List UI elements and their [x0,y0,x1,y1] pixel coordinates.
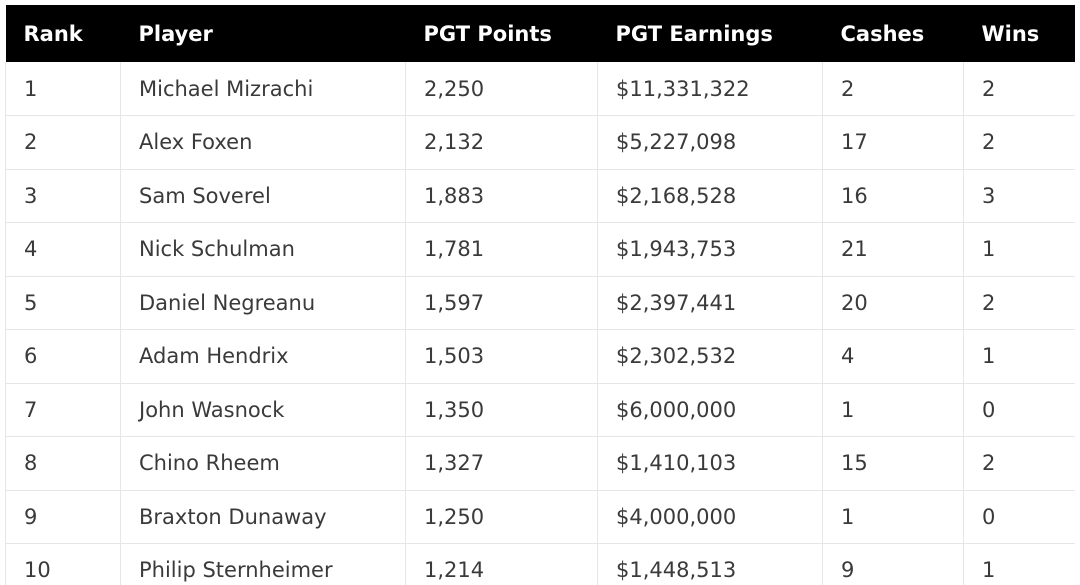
table-cell: 5 [5,276,121,330]
table-cell: 2,250 [405,62,598,116]
table-row: 6 Adam Hendrix 1,503 $2,302,532 4 1 [5,329,1075,384]
table-cell: 1 [822,383,964,437]
table-row: 2 Alex Foxen 2,132 $5,227,098 17 2 [5,115,1075,170]
table-cell: 4 [5,222,121,277]
table-cell: 9 [5,490,121,544]
table-cell: John Wasnock [120,383,406,437]
table-cell: 2 [963,115,1075,170]
table-cell: 20 [822,276,964,330]
table-cell: 1 [822,490,964,544]
table-cell: 2,132 [405,115,598,170]
table-cell: $1,410,103 [597,436,823,491]
table-cell: $5,227,098 [597,115,823,170]
table-cell: Michael Mizrachi [120,62,406,116]
table-cell: 2 [822,62,964,116]
table-row: 1 Michael Mizrachi 2,250 $11,331,322 2 2 [5,62,1075,116]
table-cell: 1 [963,222,1075,277]
table-cell: $1,943,753 [597,222,823,277]
table-cell: $11,331,322 [597,62,823,116]
table-cell: 2 [963,62,1075,116]
header-cell: PGT Points [405,5,598,62]
table-cell: 1 [963,329,1075,384]
table-cell: 10 [5,543,121,585]
table-cell: 15 [822,436,964,491]
header-cell: Wins [963,5,1075,62]
table-cell: 0 [963,383,1075,437]
table-row: 4 Nick Schulman 1,781 $1,943,753 21 1 [5,222,1075,277]
table-cell: 3 [963,169,1075,223]
table-cell: 6 [5,329,121,384]
header-cell: Player [120,5,406,62]
table-cell: 1 [963,543,1075,585]
table-row: 8 Chino Rheem 1,327 $1,410,103 15 2 [5,436,1075,491]
table-cell: 1,250 [405,490,598,544]
header-cell: Rank [5,5,121,62]
table-cell: 2 [963,436,1075,491]
table-cell: 1,214 [405,543,598,585]
table-row: 5 Daniel Negreanu 1,597 $2,397,441 20 2 [5,276,1075,330]
table-cell: 8 [5,436,121,491]
table-cell: Nick Schulman [120,222,406,277]
table-cell: 1,781 [405,222,598,277]
table-cell: 2 [5,115,121,170]
table-cell: Sam Soverel [120,169,406,223]
table-cell: $6,000,000 [597,383,823,437]
ranking-table: Rank Player PGT Points PGT Earnings Cashes Wi… [5,5,1075,585]
table-cell: 0 [963,490,1075,544]
table-row: 7 John Wasnock 1,350 $6,000,000 1 0 [5,383,1075,437]
table-cell: 7 [5,383,121,437]
table-cell: 1,883 [405,169,598,223]
table-container: Rank Player PGT Points PGT Earnings Cashes Wi… [5,5,1075,585]
table-cell: 4 [822,329,964,384]
table-cell: Chino Rheem [120,436,406,491]
table-cell: 1,597 [405,276,598,330]
table-cell: 3 [5,169,121,223]
table-cell: $1,448,513 [597,543,823,585]
table-row: 3 Sam Soverel 1,883 $2,168,528 16 3 [5,169,1075,223]
table-cell: 17 [822,115,964,170]
table-cell: Adam Hendrix [120,329,406,384]
table-cell: $2,397,441 [597,276,823,330]
header-cell: Cashes [822,5,964,62]
table-cell: $2,168,528 [597,169,823,223]
table-row: 9 Braxton Dunaway 1,250 $4,000,000 1 0 [5,490,1075,544]
table-cell: Daniel Negreanu [120,276,406,330]
table-cell: 1,503 [405,329,598,384]
table-cell: Alex Foxen [120,115,406,170]
table-cell: 9 [822,543,964,585]
table-cell: 21 [822,222,964,277]
header-row: Rank Player PGT Points PGT Earnings Cashes Wi… [5,5,1075,62]
table-cell: 2 [963,276,1075,330]
table-cell: $2,302,532 [597,329,823,384]
table-cell: Philip Sternheimer [120,543,406,585]
table-cell: 1,350 [405,383,598,437]
table-cell: 16 [822,169,964,223]
table-body: 1 Michael Mizrachi 2,250 $11,331,322 2 2 2 Alex… [5,62,1075,585]
table-row: 10 Philip Sternheimer 1,214 $1,448,513 9 1 [5,543,1075,585]
table-cell: $4,000,000 [597,490,823,544]
table-cell: 1,327 [405,436,598,491]
table-cell: 1 [5,62,121,116]
header-cell: PGT Earnings [597,5,823,62]
table-cell: Braxton Dunaway [120,490,406,544]
